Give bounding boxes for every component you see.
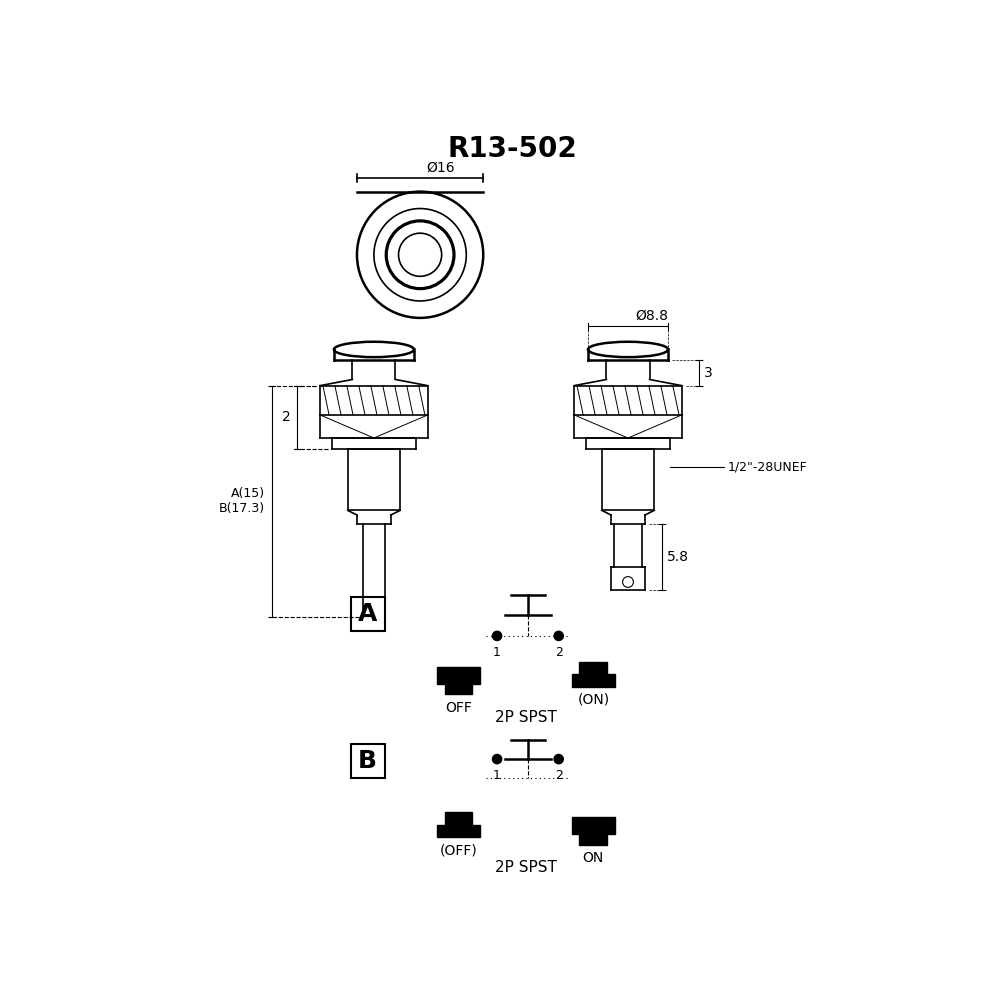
Text: 2P SPST: 2P SPST bbox=[495, 710, 557, 725]
Text: 5.8: 5.8 bbox=[667, 550, 689, 564]
Text: 2: 2 bbox=[555, 769, 563, 782]
Bar bbox=[437, 667, 480, 684]
Circle shape bbox=[554, 754, 563, 764]
Text: 3: 3 bbox=[704, 366, 713, 380]
Bar bbox=[574, 386, 682, 415]
Text: B(17.3): B(17.3) bbox=[218, 502, 265, 515]
Bar bbox=[579, 662, 607, 674]
Text: Ø16: Ø16 bbox=[426, 161, 455, 175]
Text: 1/2"-28UNEF: 1/2"-28UNEF bbox=[728, 460, 808, 473]
Text: (OFF): (OFF) bbox=[440, 843, 477, 857]
Circle shape bbox=[554, 631, 563, 641]
Bar bbox=[572, 674, 615, 687]
Text: ON: ON bbox=[583, 851, 604, 865]
Text: 1: 1 bbox=[493, 769, 501, 782]
Text: B: B bbox=[358, 749, 377, 773]
Bar bbox=[572, 817, 615, 834]
Text: Ø8.8: Ø8.8 bbox=[636, 309, 669, 323]
Text: A(15): A(15) bbox=[230, 487, 265, 500]
Bar bbox=[351, 744, 385, 778]
Bar bbox=[437, 825, 480, 837]
Bar bbox=[445, 684, 472, 694]
Text: 2: 2 bbox=[282, 410, 291, 424]
Bar bbox=[445, 812, 472, 825]
Text: 2P SPST: 2P SPST bbox=[495, 860, 557, 875]
Text: 2: 2 bbox=[555, 646, 563, 659]
Bar bbox=[320, 386, 428, 415]
Text: (ON): (ON) bbox=[577, 693, 609, 707]
Circle shape bbox=[492, 754, 502, 764]
Circle shape bbox=[492, 631, 502, 641]
Text: R13-502: R13-502 bbox=[448, 135, 577, 163]
Text: 1: 1 bbox=[493, 646, 501, 659]
Text: OFF: OFF bbox=[445, 701, 472, 715]
Text: A: A bbox=[358, 602, 377, 626]
Bar bbox=[579, 834, 607, 845]
Bar bbox=[351, 597, 385, 631]
